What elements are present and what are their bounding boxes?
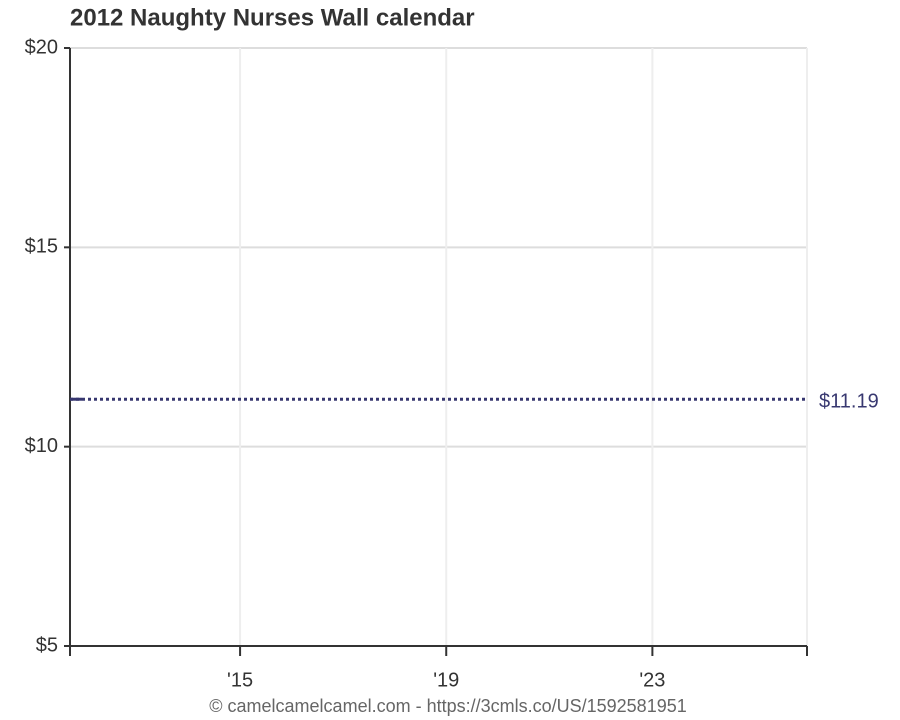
y-tick-label: $20 bbox=[25, 36, 58, 58]
x-tick-label: '19 bbox=[433, 669, 459, 691]
source: © camelcamelcamel.com - https://3cmls.co… bbox=[209, 696, 686, 716]
y-tick-label: $10 bbox=[25, 435, 58, 457]
chart-title: 2012 Naughty Nurses Wall calendar bbox=[70, 4, 475, 31]
x-tick-label: '23 bbox=[639, 669, 665, 691]
x-tick-label: '15 bbox=[227, 669, 253, 691]
y-tick-label: $15 bbox=[25, 236, 58, 258]
value-label: $11.19 bbox=[819, 391, 879, 413]
y-tick-label: $5 bbox=[36, 634, 58, 656]
